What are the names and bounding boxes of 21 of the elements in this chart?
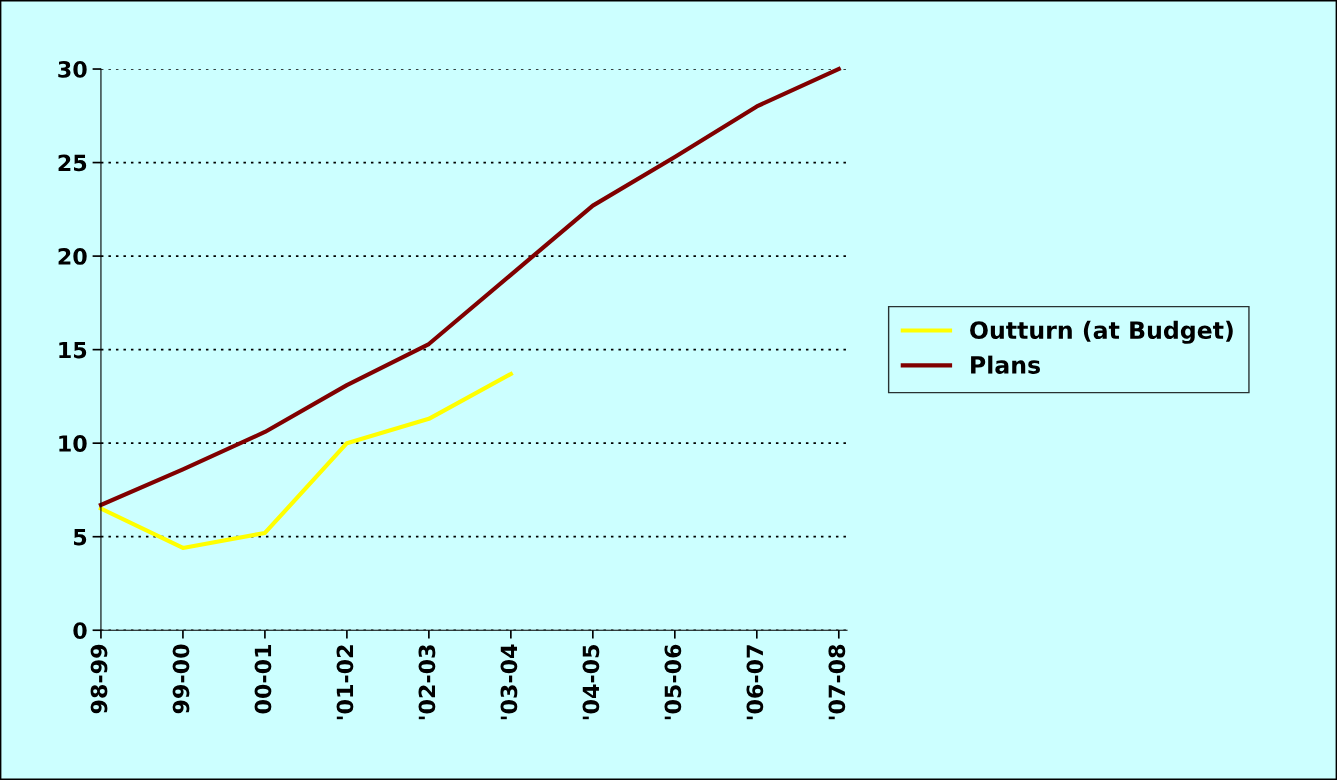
x-tick-label: '07-08 (828, 644, 846, 720)
x-tick-label: '03-04 (500, 644, 518, 720)
x-tick-label: '02-03 (418, 645, 436, 720)
legend-label: Plans (971, 355, 1040, 374)
x-tick-label: '05-06 (664, 644, 682, 720)
x-tick-label: 98-99 (90, 644, 108, 714)
x-tick-label: 00-01 (254, 644, 272, 714)
y-tick-label: 25 (58, 154, 87, 172)
x-tick-label: 99-00 (172, 644, 190, 714)
y-tick-label: 30 (58, 60, 87, 78)
legend-label: Outturn (at Budget) (970, 320, 1233, 344)
x-tick-label: '01-02 (336, 645, 354, 720)
y-tick-label: 20 (58, 248, 87, 265)
line-series (98, 66, 841, 507)
x-tick-label: '06-07 (746, 645, 764, 720)
y-tick-label: 5 (74, 528, 87, 546)
y-tick-label: 0 (73, 622, 87, 639)
x-tick-label: '04-05 (582, 644, 600, 720)
line-series (98, 371, 513, 551)
y-tick-label: 15 (59, 341, 87, 359)
y-tick-label: 10 (59, 435, 87, 452)
